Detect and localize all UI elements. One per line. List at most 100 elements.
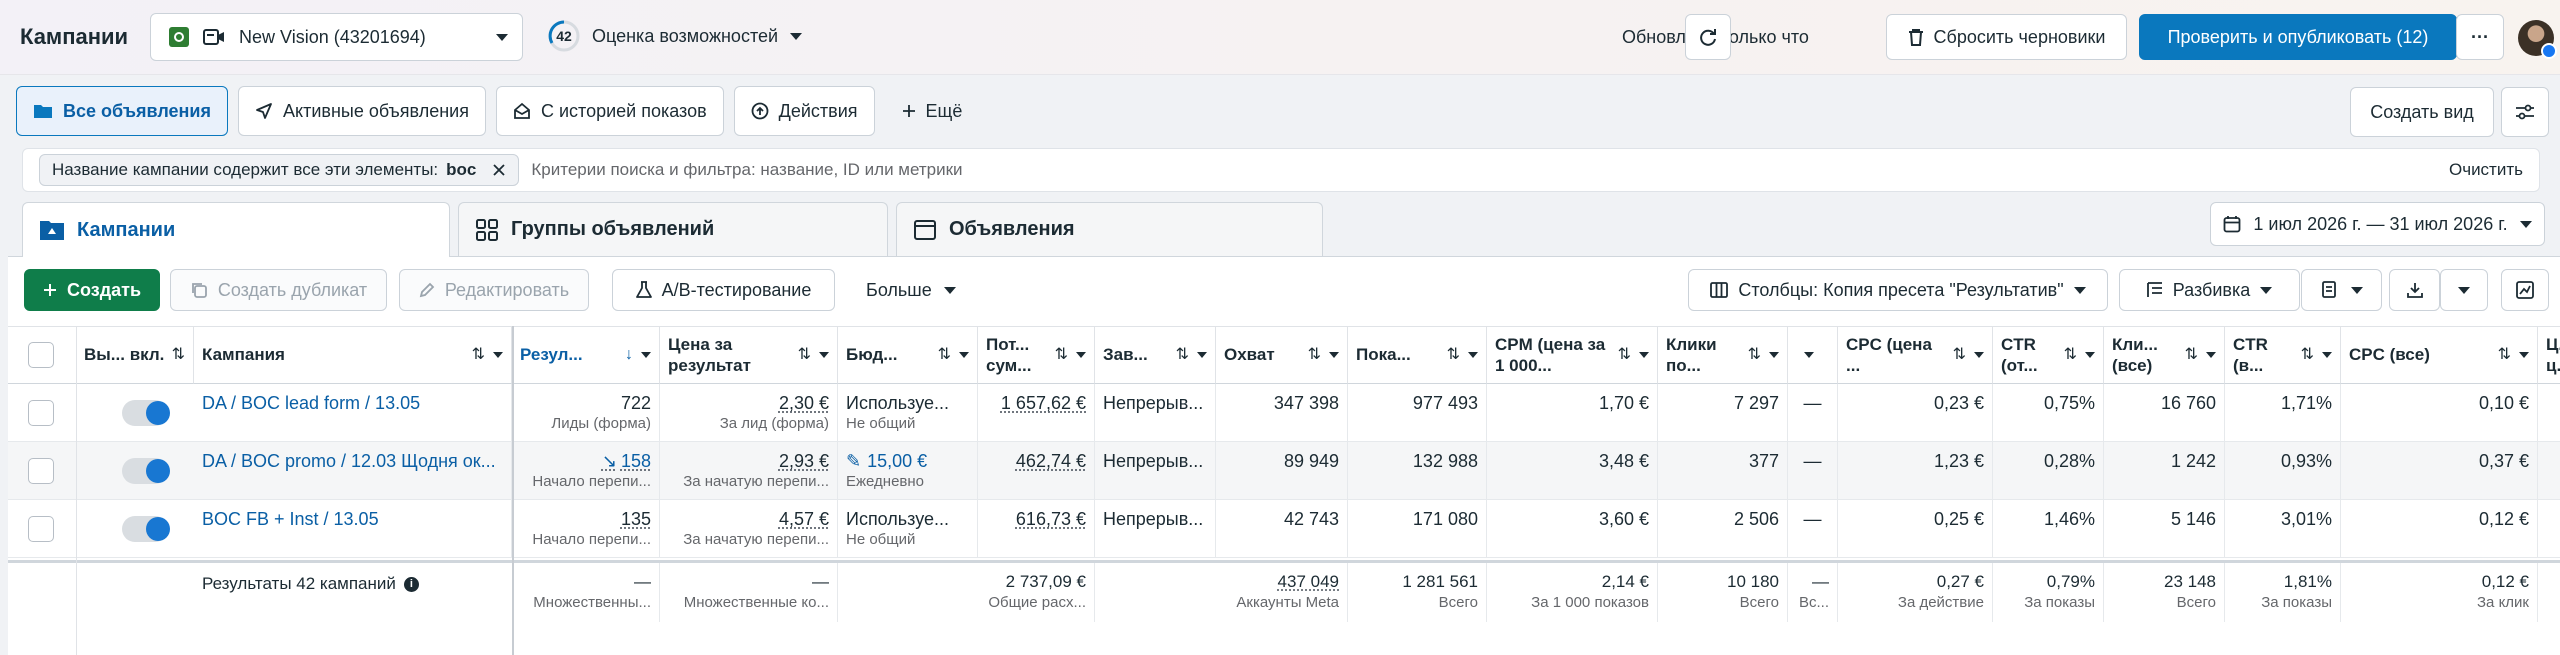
tab-ads[interactable]: Объявления bbox=[896, 202, 1323, 256]
column-header-results[interactable]: Резул... ↓ bbox=[512, 326, 660, 384]
column-header-ctr[interactable]: CTR (от... ⇅ bbox=[1993, 326, 2104, 384]
columns-button[interactable]: Столбцы: Копия пресета "Результатив" bbox=[1688, 269, 2108, 311]
tab-more[interactable]: Ещё bbox=[885, 86, 980, 136]
tab-active-ads[interactable]: Активные объявления bbox=[238, 86, 486, 136]
refresh-button[interactable] bbox=[1685, 14, 1731, 60]
breakdown-button[interactable]: Разбивка bbox=[2119, 269, 2300, 311]
ab-test-button[interactable]: A/B-тестирование bbox=[612, 269, 835, 311]
column-header-cpc[interactable]: CPC (цена ... ⇅ bbox=[1838, 326, 1993, 384]
row-checkbox[interactable] bbox=[28, 458, 54, 484]
chevron-down-icon[interactable] bbox=[1639, 352, 1649, 358]
account-selector[interactable]: New Vision (43201694) bbox=[150, 13, 523, 61]
sort-icon[interactable]: ⇅ bbox=[168, 344, 185, 365]
column-header-cpc-all[interactable]: CPC (все) ⇅ bbox=[2341, 326, 2538, 384]
sort-icon[interactable]: ⇅ bbox=[2297, 344, 2314, 365]
sort-icon[interactable]: ⇅ bbox=[1744, 344, 1761, 365]
tab-actions[interactable]: Действия bbox=[734, 86, 875, 136]
chevron-down-icon[interactable] bbox=[1468, 352, 1478, 358]
chevron-down-icon[interactable] bbox=[819, 352, 829, 358]
chevron-down-icon[interactable] bbox=[1076, 352, 1086, 358]
sort-icon[interactable]: ⇅ bbox=[2494, 344, 2511, 365]
avatar[interactable] bbox=[2518, 20, 2554, 56]
column-header-toggle[interactable]: Вы... вкл. ⇅ bbox=[76, 326, 194, 384]
sort-icon[interactable]: ⇅ bbox=[794, 344, 811, 365]
edit-button[interactable]: Редактировать bbox=[399, 269, 589, 311]
delivery-toggle[interactable] bbox=[122, 400, 168, 426]
sort-icon[interactable]: ↓ bbox=[621, 344, 633, 365]
column-header-cost-per-result[interactable]: Цена за результат ⇅ bbox=[660, 326, 838, 384]
more-options-button[interactable]: ··· bbox=[2456, 14, 2504, 60]
chevron-down-icon[interactable] bbox=[2322, 352, 2332, 358]
tab-ad-sets[interactable]: Группы объявлений bbox=[458, 202, 888, 256]
discard-drafts-button[interactable]: Сбросить черновики bbox=[1886, 14, 2127, 60]
date-range-picker[interactable]: 1 июл 2026 г. — 31 июл 2026 г. bbox=[2210, 202, 2545, 246]
create-view-button[interactable]: Создать вид bbox=[2350, 87, 2494, 137]
campaign-name-link[interactable]: DA / BOC promo / 12.03 Щодня ок... bbox=[194, 442, 512, 500]
duplicate-button[interactable]: Создать дубликат bbox=[170, 269, 387, 311]
sort-icon[interactable]: ⇅ bbox=[1172, 344, 1189, 365]
delivery-toggle[interactable] bbox=[122, 516, 168, 542]
charts-button[interactable] bbox=[2501, 269, 2549, 311]
review-publish-button[interactable]: Проверить и опубликовать (12) bbox=[2139, 14, 2457, 60]
column-header-campaign[interactable]: Кампания ⇅ bbox=[194, 326, 512, 384]
sort-icon[interactable]: ⇅ bbox=[934, 344, 951, 365]
chevron-down-icon[interactable] bbox=[1329, 352, 1339, 358]
column-header-link-clicks[interactable]: Клики по... ⇅ bbox=[1658, 326, 1788, 384]
column-header-extra[interactable] bbox=[1788, 326, 1838, 384]
row-checkbox[interactable] bbox=[28, 516, 54, 542]
tab-all-ads[interactable]: Все объявления bbox=[16, 86, 228, 136]
chevron-down-icon[interactable] bbox=[2519, 352, 2529, 358]
chevron-down-icon[interactable] bbox=[1804, 352, 1814, 358]
opportunity-score[interactable]: 42 Оценка возможностей bbox=[548, 20, 802, 52]
campaign-name-link[interactable]: DA / BOC lead form / 13.05 bbox=[194, 384, 512, 442]
select-all-checkbox[interactable] bbox=[28, 342, 54, 368]
cell-cpm: 1,70 € bbox=[1487, 384, 1658, 442]
search-input[interactable]: Критерии поиска и фильтра: название, ID … bbox=[531, 160, 962, 180]
search-filter-bar[interactable]: Название кампании содержит все эти элеме… bbox=[22, 148, 2540, 192]
info-icon[interactable]: i bbox=[404, 577, 419, 592]
column-header-clicks-all[interactable]: Кли... (все) ⇅ bbox=[2104, 326, 2225, 384]
sort-icon[interactable]: ⇅ bbox=[1051, 344, 1068, 365]
column-header-cpm[interactable]: CPM (цена за 1 000... ⇅ bbox=[1487, 326, 1658, 384]
cell-amount-spent: 1 657,62 € bbox=[978, 384, 1095, 442]
sort-icon[interactable]: ⇅ bbox=[2060, 344, 2077, 365]
column-header-impressions[interactable]: Пока... ⇅ bbox=[1348, 326, 1487, 384]
chevron-down-icon[interactable] bbox=[1974, 352, 1984, 358]
chevron-down-icon[interactable] bbox=[641, 352, 651, 358]
row-checkbox[interactable] bbox=[28, 400, 54, 426]
view-settings-button[interactable] bbox=[2501, 87, 2549, 137]
sort-icon[interactable]: ⇅ bbox=[2181, 344, 2198, 365]
column-header-amount-spent[interactable]: Пот... сум... ⇅ bbox=[978, 326, 1095, 384]
sort-icon[interactable]: ⇅ bbox=[468, 344, 485, 365]
export-button[interactable] bbox=[2389, 269, 2440, 311]
clear-filters-button[interactable]: Очистить bbox=[2449, 160, 2523, 180]
edit-budget-icon[interactable]: ✎ bbox=[846, 451, 861, 471]
column-header-ends[interactable]: Зав... ⇅ bbox=[1095, 326, 1216, 384]
tab-campaigns[interactable]: Кампании bbox=[22, 202, 450, 257]
totals-value: 437 049 bbox=[1224, 563, 1339, 593]
column-header-cost-per[interactable]: Ц... ц... bbox=[2538, 326, 2560, 384]
campaign-name-link[interactable]: BOC FB + Inst / 13.05 bbox=[194, 500, 512, 558]
sort-icon[interactable]: ⇅ bbox=[1614, 344, 1631, 365]
column-header-ctr-all[interactable]: CTR (в... ⇅ bbox=[2225, 326, 2341, 384]
tab-delivery-history[interactable]: С историей показов bbox=[496, 86, 724, 136]
sort-icon[interactable]: ⇅ bbox=[1304, 344, 1321, 365]
column-header-reach[interactable]: Охват ⇅ bbox=[1216, 326, 1348, 384]
delivery-toggle[interactable] bbox=[122, 458, 168, 484]
chevron-down-icon[interactable] bbox=[1769, 352, 1779, 358]
chevron-down-icon[interactable] bbox=[2206, 352, 2216, 358]
sort-icon[interactable]: ⇅ bbox=[1443, 344, 1460, 365]
create-button[interactable]: Создать bbox=[24, 269, 160, 311]
chevron-down-icon[interactable] bbox=[1197, 352, 1207, 358]
column-header-budget[interactable]: Бюд... ⇅ bbox=[838, 326, 978, 384]
more-actions-dropdown[interactable]: Больше bbox=[866, 280, 956, 301]
close-icon[interactable] bbox=[492, 163, 506, 177]
totals-cell-cpc: 0,27 € За действие bbox=[1838, 563, 1993, 622]
export-dropdown-button[interactable] bbox=[2440, 269, 2488, 311]
sort-icon[interactable]: ⇅ bbox=[1949, 344, 1966, 365]
chevron-down-icon[interactable] bbox=[959, 352, 969, 358]
chevron-down-icon[interactable] bbox=[493, 352, 503, 358]
chevron-down-icon[interactable] bbox=[2085, 352, 2095, 358]
filter-chip[interactable]: Название кампании содержит все эти элеме… bbox=[39, 154, 519, 186]
reports-button[interactable] bbox=[2301, 269, 2382, 311]
